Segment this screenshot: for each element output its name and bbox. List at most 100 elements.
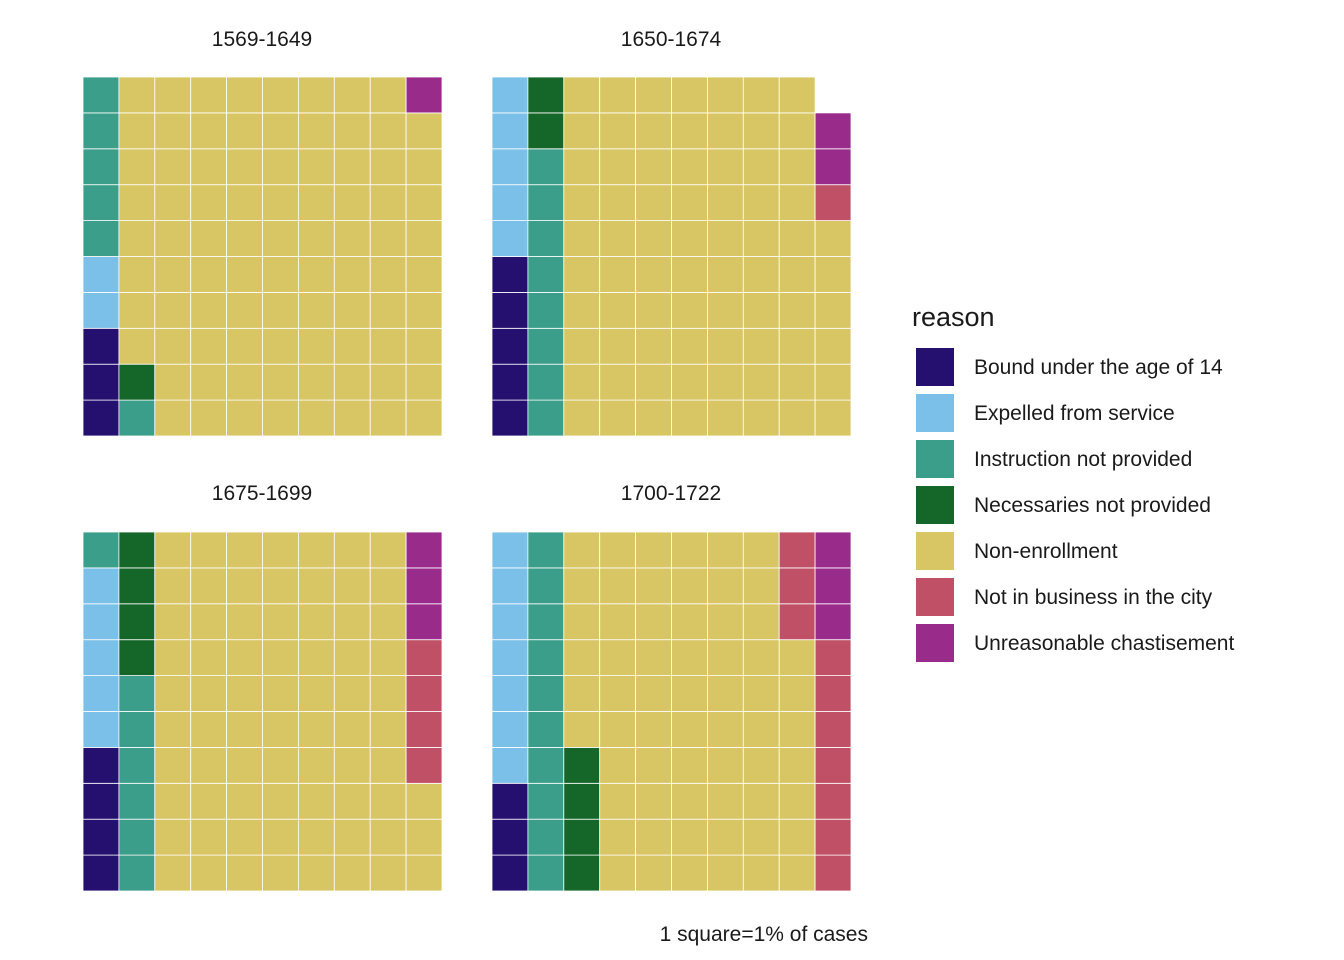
waffle-cell-nonenroll: [778, 711, 816, 748]
waffle-cell-instruction: [527, 675, 565, 712]
waffle-cell-nonenroll: [154, 76, 192, 114]
waffle-cell-nonenroll: [671, 675, 708, 712]
waffle-cell-nonenroll: [297, 854, 335, 892]
waffle-cell-nonenroll: [599, 782, 637, 820]
waffle-cell-instruction: [527, 184, 565, 221]
waffle-cell-nonenroll: [226, 818, 263, 856]
waffle-cell-nonenroll: [226, 531, 263, 569]
waffle-cell-nonenroll: [707, 291, 744, 329]
waffle-cell-notbusiness: [814, 854, 852, 892]
waffle-cell-nonenroll: [333, 818, 371, 856]
waffle-cell-nonenroll: [563, 363, 601, 401]
waffle-cell-nonenroll: [778, 184, 816, 221]
panel-title: 1675-1699: [212, 482, 312, 505]
waffle-cell-nonenroll: [671, 639, 708, 677]
waffle-cell-instruction: [118, 399, 156, 437]
waffle-cell-nonenroll: [226, 675, 263, 712]
waffle-cell-nonenroll: [742, 399, 780, 437]
panel-cells: [82, 76, 443, 437]
waffle-cell-expelled: [491, 184, 529, 221]
waffle-cell-nonenroll: [599, 675, 637, 712]
waffle-cell-nonenroll: [671, 363, 708, 401]
waffle-cell-nonenroll: [226, 112, 263, 150]
waffle-cell-nonenroll: [190, 711, 227, 748]
waffle-cell-nonenroll: [369, 112, 407, 150]
panel-cells: [82, 531, 443, 892]
waffle-cell-nonenroll: [262, 567, 299, 605]
waffle-cell-nonenroll: [778, 148, 816, 186]
panel-title: 1569-1649: [212, 28, 312, 51]
waffle-cell-nonenroll: [563, 256, 601, 293]
waffle-cell-nonenroll: [297, 327, 335, 365]
waffle-cell-nonenroll: [635, 675, 672, 712]
waffle-cell-nonenroll: [226, 363, 263, 401]
waffle-cell-nonenroll: [297, 675, 335, 712]
waffle-cell-nonenroll: [226, 782, 263, 820]
waffle-cell-nonenroll: [742, 747, 780, 784]
waffle-cell-expelled: [82, 675, 120, 712]
legend-title: reason: [912, 302, 995, 332]
waffle-cell-notbusiness: [778, 531, 816, 569]
waffle-cell-expelled: [491, 711, 529, 748]
waffle-cell-nonenroll: [563, 184, 601, 221]
waffle-cell-unreasonable: [814, 112, 852, 150]
waffle-cell-nonenroll: [190, 184, 227, 221]
waffle-cell-nonenroll: [297, 399, 335, 437]
waffle-cell-nonenroll: [226, 256, 263, 293]
waffle-cell-nonenroll: [814, 291, 852, 329]
waffle-cell-nonenroll: [814, 220, 852, 257]
waffle-cell-nonenroll: [707, 148, 744, 186]
legend-swatch-unreasonable: [916, 624, 954, 662]
waffle-cell-instruction: [527, 603, 565, 641]
waffle-cell-notbusiness: [405, 639, 443, 677]
waffle-cell-nonenroll: [742, 639, 780, 677]
waffle-cell-necessaries: [118, 639, 156, 677]
waffle-cell-instruction: [527, 567, 565, 605]
waffle-cell-notbusiness: [814, 818, 852, 856]
waffle-cell-nonenroll: [369, 854, 407, 892]
waffle-cell-nonenroll: [778, 76, 816, 114]
waffle-cell-instruction: [527, 818, 565, 856]
waffle-cell-nonenroll: [262, 112, 299, 150]
waffle-cell-nonenroll: [297, 567, 335, 605]
waffle-cell-nonenroll: [635, 363, 672, 401]
waffle-cell-nonenroll: [190, 76, 227, 114]
waffle-cell-nonenroll: [118, 220, 156, 257]
waffle-cell-bound: [491, 327, 529, 365]
waffle-cell-nonenroll: [635, 148, 672, 186]
waffle-cell-nonenroll: [262, 291, 299, 329]
waffle-cell-nonenroll: [297, 711, 335, 748]
waffle-cell-unreasonable: [405, 567, 443, 605]
panel-3: 1675-1699: [82, 482, 443, 892]
legend-swatch-necessaries: [916, 486, 954, 524]
waffle-cell-nonenroll: [190, 112, 227, 150]
waffle-cell-nonenroll: [369, 256, 407, 293]
waffle-cell-nonenroll: [154, 854, 192, 892]
waffle-cell-nonenroll: [369, 220, 407, 257]
waffle-cell-nonenroll: [814, 256, 852, 293]
waffle-cell-nonenroll: [778, 256, 816, 293]
waffle-cell-nonenroll: [599, 363, 637, 401]
waffle-cell-nonenroll: [778, 327, 816, 365]
waffle-cell-nonenroll: [154, 184, 192, 221]
waffle-cell-notbusiness: [778, 603, 816, 641]
waffle-cell-nonenroll: [118, 148, 156, 186]
waffle-cell-nonenroll: [405, 291, 443, 329]
waffle-cell-nonenroll: [742, 854, 780, 892]
waffle-cell-nonenroll: [742, 531, 780, 569]
waffle-cell-nonenroll: [707, 220, 744, 257]
waffle-cell-nonenroll: [635, 399, 672, 437]
waffle-cell-nonenroll: [599, 184, 637, 221]
waffle-cell-instruction: [118, 818, 156, 856]
waffle-cell-nonenroll: [707, 76, 744, 114]
waffle-cell-notbusiness: [405, 675, 443, 712]
waffle-cell-nonenroll: [333, 399, 371, 437]
waffle-cell-nonenroll: [297, 531, 335, 569]
waffle-cell-nonenroll: [707, 639, 744, 677]
waffle-cell-nonenroll: [742, 363, 780, 401]
waffle-cell-nonenroll: [333, 747, 371, 784]
waffle-cell-instruction: [118, 675, 156, 712]
waffle-cell-nonenroll: [563, 675, 601, 712]
waffle-cell-nonenroll: [635, 112, 672, 150]
waffle-cell-instruction: [527, 399, 565, 437]
